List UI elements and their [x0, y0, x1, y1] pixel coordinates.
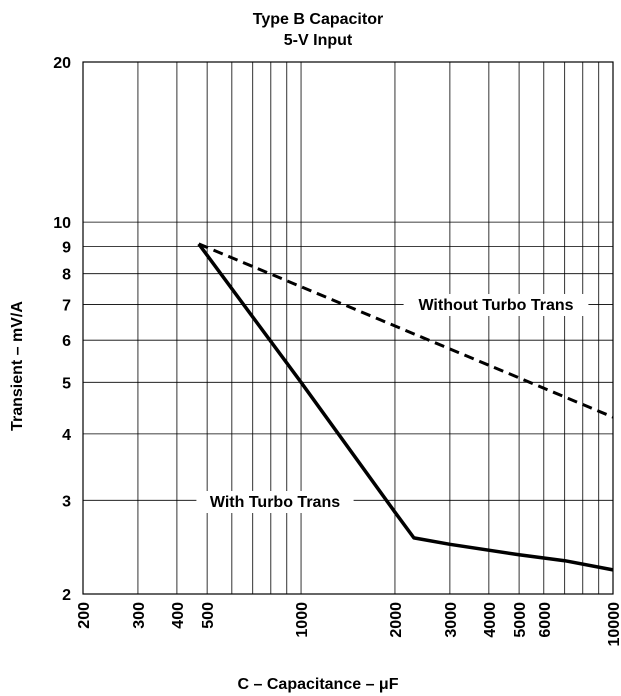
series-line-with-turbo-trans: [197, 242, 614, 572]
y-tick-label: 20: [53, 55, 71, 72]
x-tick-label: 2000: [388, 602, 405, 638]
annotation-background: [403, 294, 589, 316]
y-tick-label: 3: [62, 493, 71, 510]
x-tick-label: 1000: [294, 602, 311, 638]
chart-subtitle: 5-V Input: [284, 32, 353, 49]
x-axis-label: C – Capacitance – μF: [238, 676, 399, 693]
x-tick-label: 4000: [482, 602, 499, 638]
grid: [82, 61, 614, 595]
annotation-label: Without Turbo Trans: [418, 297, 573, 314]
y-tick-label: 2: [62, 587, 71, 604]
series-line-without-turbo-trans: [198, 242, 614, 419]
x-tick-labels: 200 300 400 500 1000 2000 3000 4000 5000 6000 1000…: [76, 602, 621, 647]
x-tick-label: 500: [200, 602, 217, 629]
series-lines: [197, 242, 614, 572]
x-tick-label: 400: [170, 602, 187, 629]
y-axis-label: Transient – mV/A: [9, 301, 26, 431]
annotation-background: [196, 491, 354, 513]
y-tick-label: 9: [62, 239, 71, 256]
x-tick-label: 200: [76, 602, 93, 629]
y-tick-labels: 2 3 4 5 6 7 8 9 10 20: [53, 55, 71, 604]
chart-title: Type B Capacitor: [253, 11, 383, 28]
annotation-label: With Turbo Trans: [210, 494, 340, 511]
y-tick-label: 5: [62, 375, 71, 392]
y-tick-label: 7: [62, 298, 71, 315]
x-tick-label: 6000: [537, 602, 554, 638]
y-tick-label: 10: [53, 215, 71, 232]
y-tick-label: 4: [62, 427, 71, 444]
annotations: Without Turbo Trans With Turbo Trans: [196, 294, 589, 513]
plot-frame: [82, 61, 614, 595]
x-tick-label: 10000: [606, 602, 621, 647]
x-tick-label: 300: [131, 602, 148, 629]
y-tick-label: 6: [62, 333, 71, 350]
x-tick-label: 5000: [512, 602, 529, 638]
y-tick-label: 8: [62, 267, 71, 284]
x-tick-label: 3000: [443, 602, 460, 638]
